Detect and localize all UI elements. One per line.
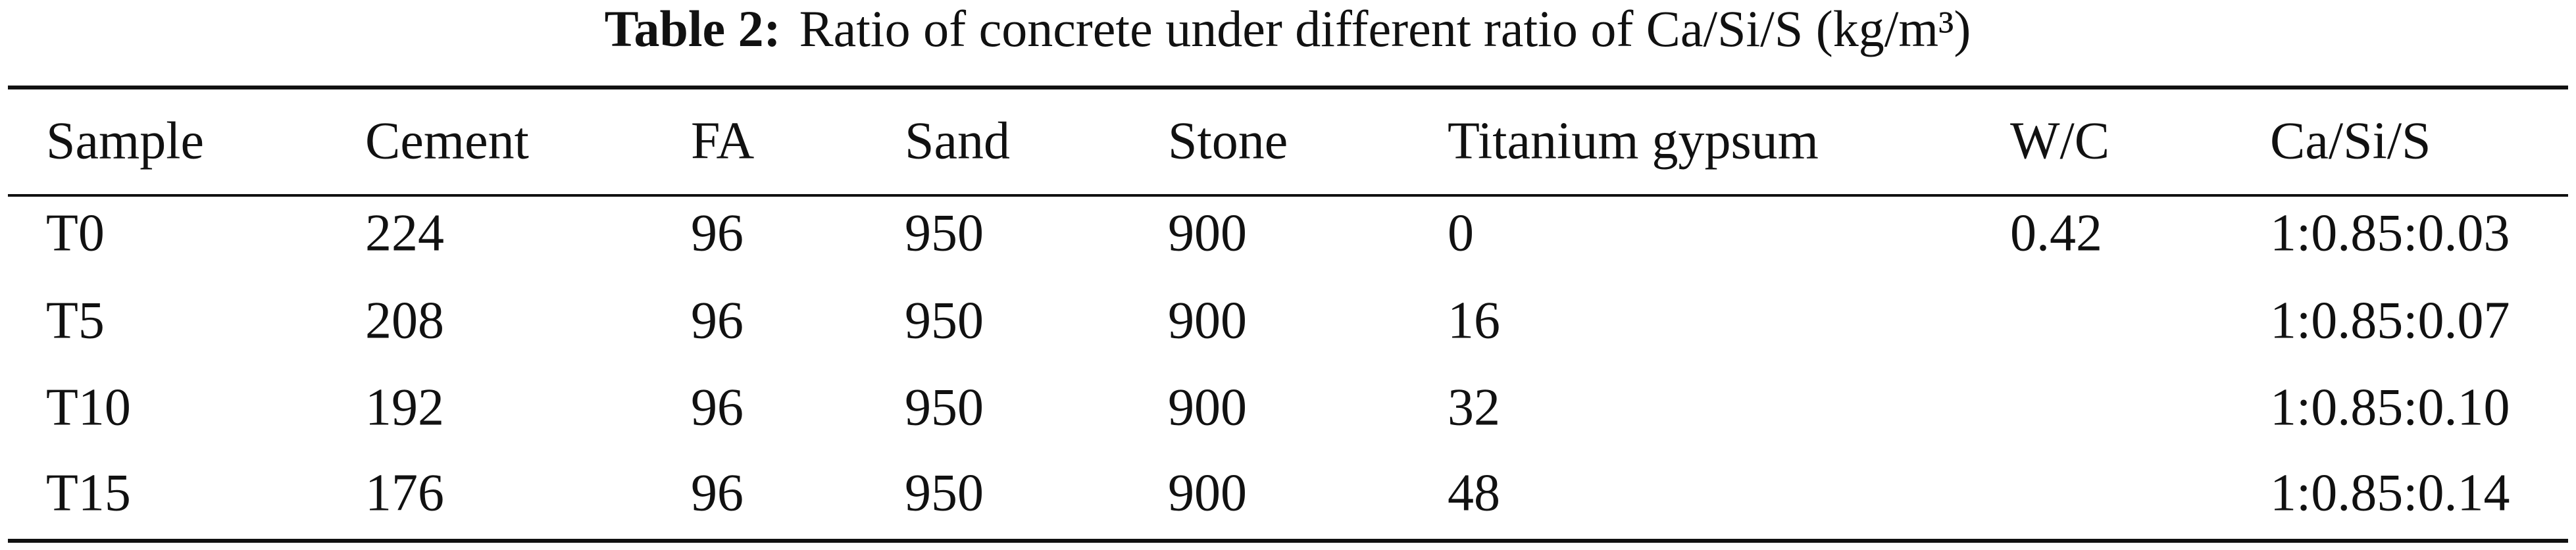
- column-header: FA: [691, 112, 755, 170]
- column-header: Stone: [1168, 112, 1288, 170]
- table-cell: 32: [1448, 378, 1500, 436]
- table-cell: T10: [46, 378, 131, 436]
- table-caption: Table 2: Ratio of concrete under differen…: [605, 0, 1971, 57]
- table-cell: T5: [46, 291, 105, 349]
- table-cell: 96: [691, 291, 744, 349]
- column-header: Ca/Si/S: [2270, 112, 2431, 170]
- table-cell: 1:0.85:0.10: [2270, 378, 2510, 436]
- column-header: Titanium gypsum: [1448, 112, 1819, 170]
- column-header: Sand: [905, 112, 1010, 170]
- table-cell: 96: [691, 204, 744, 262]
- table-cell: T0: [46, 204, 105, 262]
- table-cell: 224: [365, 204, 444, 262]
- table-cell: 900: [1168, 464, 1247, 522]
- table-cell: 950: [905, 204, 984, 262]
- table-cell: 1:0.85:0.14: [2270, 464, 2510, 522]
- table-cell: 96: [691, 464, 744, 522]
- table-cell: 1:0.85:0.03: [2270, 204, 2510, 262]
- table-cell: 0: [1448, 204, 1474, 262]
- caption-text: Ratio of concrete under different ratio …: [799, 0, 1971, 57]
- table-cell: 1:0.85:0.07: [2270, 291, 2510, 349]
- table-cell: 48: [1448, 464, 1500, 522]
- column-header: Sample: [46, 112, 204, 170]
- column-header: W/C: [2010, 112, 2109, 170]
- table-cell: 16: [1448, 291, 1500, 349]
- table-cell: 900: [1168, 378, 1247, 436]
- table-cell: T15: [46, 464, 131, 522]
- column-header: Cement: [365, 112, 529, 170]
- table-cell: 950: [905, 291, 984, 349]
- table-cell: 192: [365, 378, 444, 436]
- table-cell: 950: [905, 464, 984, 522]
- table-cell: 900: [1168, 291, 1247, 349]
- caption-label: Table 2:: [605, 0, 781, 57]
- table-cell: 176: [365, 464, 444, 522]
- table-cell: 950: [905, 378, 984, 436]
- table-cell: 208: [365, 291, 444, 349]
- table-cell: 0.42: [2010, 204, 2102, 262]
- table-cell: 900: [1168, 204, 1247, 262]
- table-cell: 96: [691, 378, 744, 436]
